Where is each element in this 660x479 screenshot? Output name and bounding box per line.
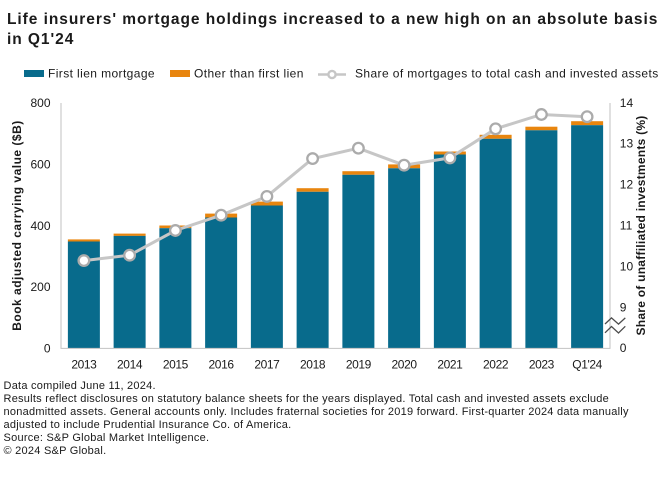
svg-text:2023: 2023: [529, 358, 555, 372]
svg-text:14: 14: [620, 96, 634, 110]
svg-text:First lien mortgage: First lien mortgage: [48, 67, 155, 81]
svg-text:12: 12: [620, 178, 634, 192]
svg-text:2021: 2021: [437, 358, 463, 372]
svg-text:2020: 2020: [392, 358, 418, 372]
svg-text:11: 11: [620, 219, 633, 233]
svg-text:600: 600: [30, 158, 50, 172]
svg-text:10: 10: [620, 259, 634, 273]
svg-text:200: 200: [30, 280, 50, 294]
svg-text:2018: 2018: [300, 358, 326, 372]
svg-text:0: 0: [620, 341, 627, 355]
svg-text:800: 800: [30, 96, 50, 110]
svg-text:Other than first lien: Other than first lien: [194, 67, 304, 81]
svg-text:Book adjusted carrying value (: Book adjusted carrying value ($B): [10, 120, 24, 331]
svg-text:400: 400: [30, 219, 50, 233]
svg-text:2014: 2014: [117, 358, 143, 372]
svg-text:0: 0: [44, 342, 51, 356]
svg-text:Share of unaffiliated investme: Share of unaffiliated investments (%): [634, 116, 648, 336]
svg-text:2017: 2017: [254, 358, 280, 372]
svg-text:9: 9: [620, 300, 627, 314]
svg-text:Q1'24: Q1'24: [572, 358, 602, 372]
svg-text:2016: 2016: [209, 358, 235, 372]
svg-text:13: 13: [620, 137, 634, 151]
svg-text:2022: 2022: [483, 358, 509, 372]
svg-text:2015: 2015: [163, 358, 189, 372]
svg-text:2019: 2019: [346, 358, 372, 372]
svg-text:Share of mortgages to total ca: Share of mortgages to total cash and inv…: [355, 67, 659, 81]
svg-text:2013: 2013: [71, 358, 97, 372]
